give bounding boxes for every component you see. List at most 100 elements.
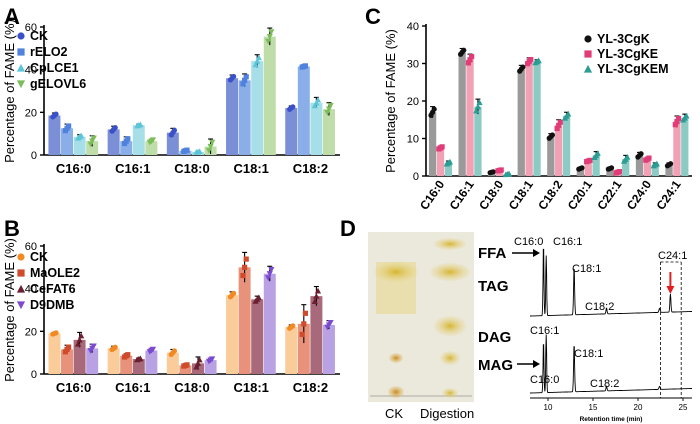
data-point (66, 344, 72, 350)
data-point (439, 144, 445, 150)
data-point (149, 137, 157, 144)
data-point (608, 165, 615, 171)
chromatogram-x-tick-label: 20 (634, 403, 643, 412)
y-tick-label: 60 (25, 22, 37, 34)
bar (132, 125, 145, 155)
x-tick-label: C16:1 (115, 380, 150, 395)
data-point (255, 294, 262, 301)
panel-b-letter: B (4, 216, 20, 241)
tlc-band-labels: FFA TAG DAG MAG (478, 245, 540, 374)
chromatogram-x-tick-label: 25 (679, 403, 688, 412)
data-point (299, 331, 305, 338)
y-tick-label: 40 (25, 65, 37, 77)
bar (226, 295, 239, 374)
panel-d-letter: D (340, 216, 356, 241)
data-point (505, 170, 513, 177)
x-tick-label: C24:0 (624, 177, 654, 212)
legend-marker (17, 269, 25, 277)
chromatogram-x-tick-label: 10 (544, 403, 553, 412)
tlc-spot-ck-origin (388, 386, 404, 398)
peak-label: C16:1 (553, 236, 582, 248)
bar (263, 36, 276, 155)
chromatogram-x-axis-label: Retention time (min) (580, 416, 643, 423)
tlc-spot-dig-tag (430, 263, 470, 281)
data-point (78, 132, 85, 139)
data-point (125, 352, 131, 358)
peak-label: C16:1 (530, 325, 559, 337)
bar (651, 164, 659, 176)
panel-c-letter: C (365, 4, 381, 29)
x-tick-label: C16:1 (115, 161, 150, 176)
red-arrow-icon (666, 286, 675, 294)
data-point (646, 155, 652, 161)
tlc-lane-label-digestion: Digestion (420, 406, 474, 421)
data-point (112, 125, 118, 131)
data-point (240, 81, 246, 87)
legend-marker (17, 253, 25, 261)
peak-label: C18:1 (572, 263, 601, 275)
bar (251, 61, 264, 156)
arrow-icon (517, 360, 540, 368)
peak-label: C18:2 (585, 301, 614, 313)
bar (444, 162, 452, 176)
x-tick-label: C18:2 (293, 161, 328, 176)
data-point (473, 107, 480, 114)
data-point (184, 362, 190, 368)
bar (322, 324, 335, 374)
bar (517, 69, 525, 176)
data-point (314, 96, 322, 103)
peak-label: C18:2 (590, 378, 619, 390)
data-point (243, 256, 249, 262)
legend-marker (584, 50, 592, 58)
y-axis-label: Percentage of FAME (%) (2, 238, 17, 382)
data-point (53, 330, 59, 336)
bar (622, 159, 630, 176)
bar (226, 78, 239, 155)
bar (584, 161, 592, 176)
bar (86, 348, 99, 374)
bar (107, 129, 120, 155)
legend-label: YL-3CgK (597, 32, 650, 46)
data-point (446, 158, 454, 165)
data-point (653, 160, 660, 167)
bar (525, 61, 533, 176)
x-tick-label: C20:1 (565, 177, 595, 212)
bar (606, 168, 614, 176)
bar (436, 147, 445, 176)
bar (592, 155, 600, 176)
x-tick-label: C22:1 (594, 177, 624, 212)
data-point (184, 147, 190, 153)
x-tick-label: C16:1 (447, 177, 477, 212)
data-point (675, 115, 682, 122)
data-point (78, 332, 85, 339)
panel-c-bar-chart: 0 10 20 30 40 Percentage of FAME (%) C16:0 C16:… (383, 21, 692, 212)
data-point (125, 136, 131, 142)
panel-b-bar-chart: 0 20 40 60 Percentage of FAME (%) C16:0 C16:1 C… (2, 238, 340, 395)
bar (132, 359, 145, 374)
data-point (266, 34, 273, 40)
x-tick-label: C18:0 (476, 177, 506, 212)
bar (665, 164, 673, 176)
data-point (313, 99, 320, 106)
legend-marker (583, 64, 593, 73)
legend-label: MaOLE2 (30, 266, 80, 280)
bar (673, 121, 681, 176)
data-point (311, 102, 318, 109)
legend-marker (16, 80, 26, 89)
data-point (674, 119, 680, 125)
data-point (254, 58, 261, 64)
legend-label: gELOVL6 (30, 77, 86, 91)
data-point (302, 310, 309, 316)
data-point (268, 267, 275, 273)
bar (48, 333, 61, 374)
x-tick-label: C18:0 (174, 380, 209, 395)
bar (310, 296, 323, 374)
bar (285, 327, 298, 374)
bar (179, 365, 192, 374)
data-point (311, 298, 318, 305)
bar (297, 66, 310, 155)
legend-label: rELO2 (30, 45, 68, 59)
data-point (587, 157, 593, 163)
bar (458, 52, 466, 176)
x-tick-label: C18:2 (535, 177, 565, 212)
